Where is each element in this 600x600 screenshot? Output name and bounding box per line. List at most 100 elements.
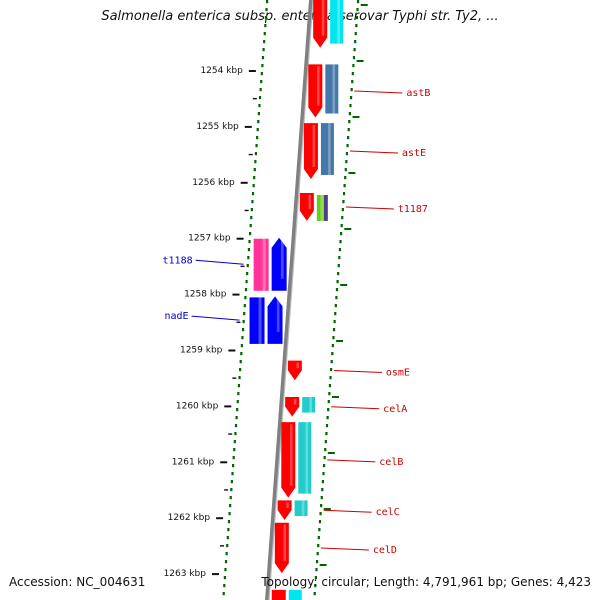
gc-dot-inner xyxy=(233,448,236,452)
gene-label-astB[interactable]: astB xyxy=(406,88,430,99)
gc-dot-inner xyxy=(239,368,242,372)
gc-skew-dash xyxy=(344,228,352,230)
gc-skew-dash xyxy=(352,116,360,118)
gc-dot-outer xyxy=(350,88,353,92)
minor-tick xyxy=(232,377,237,379)
gene-shine xyxy=(289,424,293,486)
gene-celD-arrow[interactable] xyxy=(274,522,289,574)
gene-osmE-arrow[interactable] xyxy=(287,360,302,381)
gc-dot-outer xyxy=(356,8,359,12)
gc-dot-inner xyxy=(257,120,260,124)
gc-dot-inner xyxy=(230,488,233,492)
gc-dot-outer xyxy=(324,440,327,444)
minor-tick xyxy=(236,321,241,323)
gc-dot-inner xyxy=(250,208,253,212)
gc-dot-inner xyxy=(231,464,235,468)
gene-astE-arrow[interactable] xyxy=(303,123,318,180)
gc-dot-outer xyxy=(341,208,344,212)
gc-dot-inner xyxy=(251,200,254,204)
gc-dot-outer xyxy=(337,272,340,276)
cog-green-bar xyxy=(316,194,321,221)
gene-celB-arrow[interactable] xyxy=(281,422,296,498)
gc-dot-inner xyxy=(236,408,239,412)
gc-dot-outer xyxy=(344,168,347,172)
gc-dot-outer xyxy=(327,408,330,412)
gc-dot-outer xyxy=(342,200,345,204)
gene-t1188-arrow[interactable] xyxy=(271,237,287,291)
gc-skew-dash xyxy=(319,564,327,566)
gc-dot-inner xyxy=(223,584,226,588)
tick-label: 1261 kbp xyxy=(172,457,215,467)
gc-dot-inner xyxy=(248,240,251,244)
gene-features xyxy=(249,0,344,600)
gc-dot-outer xyxy=(325,424,329,428)
cog-celC-bar xyxy=(294,500,308,516)
accession-text: Accession: NC_004631 xyxy=(9,575,146,589)
gc-dot-inner xyxy=(253,168,256,172)
gc-dot-outer xyxy=(355,16,359,20)
gc-dot-inner xyxy=(224,560,228,564)
gene-label-osmE[interactable]: osmE xyxy=(386,367,410,378)
gene-nadE-arrow[interactable] xyxy=(267,296,283,344)
gene-shine xyxy=(280,239,284,279)
cog-shine xyxy=(337,0,340,44)
cog-partial-top-bar xyxy=(330,0,344,44)
tick-mark xyxy=(248,70,256,72)
gene-celA-arrow[interactable] xyxy=(285,397,300,417)
gc-dot-outer xyxy=(331,344,334,348)
gene-shine xyxy=(293,399,297,405)
gc-dot-inner xyxy=(237,384,241,388)
gc-dot-inner xyxy=(265,8,268,12)
gene-shine xyxy=(296,362,300,369)
gene-shine xyxy=(321,0,325,36)
gc-dot-outer xyxy=(314,576,317,580)
gc-dot-inner xyxy=(250,216,253,220)
gene-label-celC[interactable]: celC xyxy=(376,507,400,518)
gc-dot-outer xyxy=(331,352,334,356)
gc-dot-inner xyxy=(225,552,228,556)
gene-shine xyxy=(317,66,320,106)
gene-celC-arrow[interactable] xyxy=(277,500,292,520)
gc-dot-inner xyxy=(253,176,256,180)
gene-partial-top-arrow[interactable] xyxy=(313,0,328,48)
gene-astB-arrow[interactable] xyxy=(308,64,323,118)
tick-label: 1256 kbp xyxy=(192,178,235,188)
gene-label-t1187[interactable]: t1187 xyxy=(398,204,428,215)
gene-label-celD[interactable]: celD xyxy=(373,545,397,556)
gc-dot-outer xyxy=(332,328,336,332)
gc-dot-inner xyxy=(238,376,241,380)
gc-dot-inner xyxy=(226,536,229,540)
gc-skew-dash xyxy=(348,172,356,174)
gc-dot-outer xyxy=(352,64,355,68)
gc-dot-outer xyxy=(339,232,343,236)
gene-shine xyxy=(283,524,287,562)
gene-label-nadE[interactable]: nadE xyxy=(164,311,188,322)
gene-shine xyxy=(276,298,280,332)
label-leader xyxy=(320,547,369,551)
gc-dot-outer xyxy=(357,0,360,4)
minor-tick xyxy=(244,209,249,212)
gene-t1187-arrow[interactable] xyxy=(299,192,314,221)
tick-label: 1262 kbp xyxy=(168,513,211,523)
gc-dot-inner xyxy=(232,456,235,460)
gc-dot-inner xyxy=(266,0,269,4)
gene-label-celB[interactable]: celB xyxy=(379,457,403,468)
cog-astE-bar xyxy=(320,123,334,176)
tick-label: 1263 kbp xyxy=(164,569,207,579)
gc-dot-outer xyxy=(327,400,330,404)
gene-label-astE[interactable]: astE xyxy=(402,148,426,159)
gc-dot-outer xyxy=(353,48,356,52)
gc-dot-inner xyxy=(227,520,231,524)
gene-label-celA[interactable]: celA xyxy=(383,404,407,415)
gc-dot-outer xyxy=(341,216,344,220)
gc-dot-outer xyxy=(339,240,342,244)
cog-shine xyxy=(262,238,266,291)
tick-mark xyxy=(224,405,232,408)
gc-dot-outer xyxy=(318,528,321,532)
minor-tick xyxy=(220,545,225,547)
label-leader xyxy=(345,206,394,210)
gc-dot-outer xyxy=(334,304,337,308)
gc-dot-outer xyxy=(354,40,357,44)
gene-label-t1188[interactable]: t1188 xyxy=(163,255,193,266)
